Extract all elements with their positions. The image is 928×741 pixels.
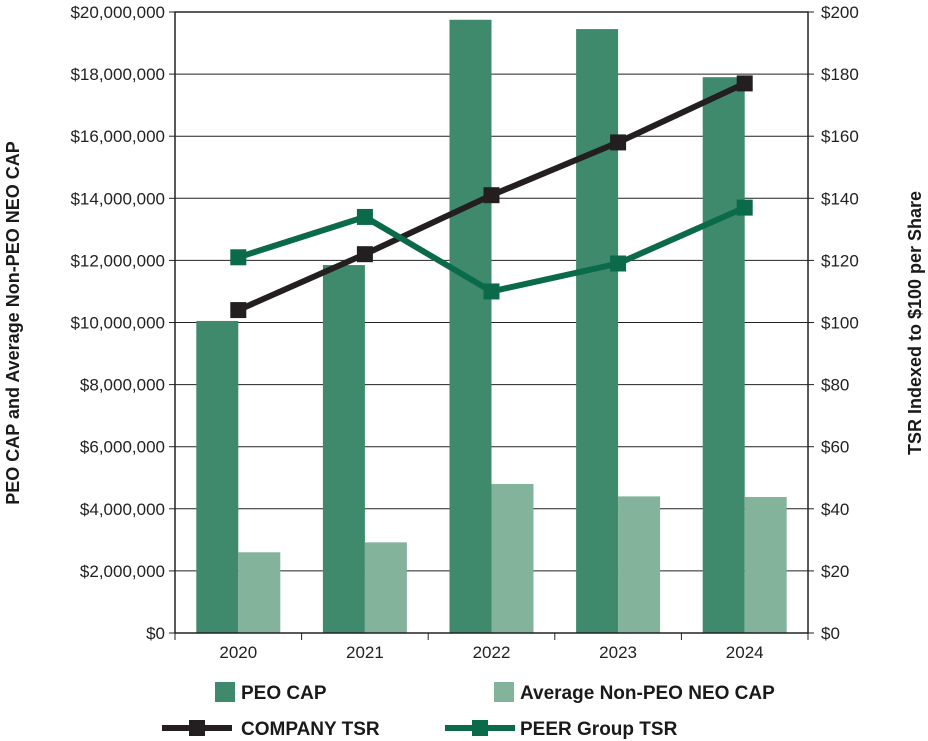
right-tick-label: $80: [821, 376, 849, 395]
legend-label-peer-group-tsr: PEER Group TSR: [520, 719, 678, 740]
bar-peo-cap-2020: [196, 320, 239, 633]
bar-average-non-peo-neo-cap-2021: [364, 542, 407, 633]
bar-average-non-peo-neo-cap-2023: [618, 496, 661, 633]
right-tick-label: $60: [821, 438, 849, 457]
point-peer-group-tsr-2021: [356, 208, 373, 225]
right-axis-ticks: $0 $20 $40 $60 $80 $100 $120 $140 $160 $180 $200: [808, 3, 859, 643]
legend-marker-peer-group-tsr: [472, 720, 488, 736]
point-peer-group-tsr-2024: [736, 199, 753, 216]
right-tick-label: $140: [821, 189, 859, 208]
left-tick-label: $18,000,000: [70, 65, 165, 84]
left-tick-label: $16,000,000: [70, 127, 165, 146]
point-company-tsr-2024: [736, 75, 753, 92]
bar-peo-cap-2021: [322, 265, 365, 633]
bar-average-non-peo-neo-cap-2020: [238, 552, 281, 633]
right-tick-label: $40: [821, 500, 849, 519]
x-tick-label: 2022: [473, 643, 511, 662]
point-peer-group-tsr-2020: [230, 249, 247, 266]
left-tick-label: $8,000,000: [80, 376, 165, 395]
x-axis-ticks: 2020 2021 2022 2023 2024: [174, 633, 809, 662]
left-tick-label: $2,000,000: [80, 562, 165, 581]
left-tick-label: $10,000,000: [70, 314, 165, 333]
right-tick-label: $200: [821, 3, 859, 22]
left-tick-label: $0: [146, 624, 165, 643]
left-tick-label: $6,000,000: [80, 438, 165, 457]
right-tick-label: $120: [821, 251, 859, 270]
right-tick-label: $20: [821, 562, 849, 581]
left-tick-label: $12,000,000: [70, 251, 165, 270]
point-company-tsr-2020: [230, 302, 247, 319]
legend-swatch-avg-non-peo-neo-cap: [494, 682, 514, 702]
point-company-tsr-2021: [356, 246, 373, 263]
right-tick-label: $180: [821, 65, 859, 84]
lines-group: [230, 75, 753, 319]
left-tick-label: $20,000,000: [70, 3, 165, 22]
right-axis-title: TSR Indexed to $100 per Share: [905, 191, 925, 455]
x-tick-label: 2024: [726, 643, 764, 662]
left-axis-title: PEO CAP and Average Non-PEO NEO CAP: [3, 141, 23, 504]
right-tick-label: $0: [821, 624, 840, 643]
left-tick-label: $4,000,000: [80, 500, 165, 519]
x-tick-label: 2023: [599, 643, 637, 662]
legend-label-avg-non-peo-neo-cap: Average Non-PEO NEO CAP: [520, 683, 775, 704]
legend-label-peo-cap: PEO CAP: [241, 683, 327, 704]
x-tick-label: 2020: [219, 643, 257, 662]
x-tick-label: 2021: [346, 643, 384, 662]
bar-average-non-peo-neo-cap-2022: [491, 483, 534, 633]
bar-peo-cap-2023: [576, 29, 619, 633]
right-tick-label: $160: [821, 127, 859, 146]
left-axis-ticks: $0 $2,000,000 $4,000,000 $6,000,000 $8,000,0…: [70, 3, 175, 643]
point-peer-group-tsr-2022: [483, 283, 500, 300]
bars-group: [196, 19, 787, 633]
legend-swatch-peo-cap: [215, 682, 235, 702]
point-company-tsr-2023: [610, 134, 627, 151]
point-peer-group-tsr-2023: [610, 255, 627, 272]
bar-average-non-peo-neo-cap-2024: [744, 497, 787, 633]
legend: PEO CAP Average Non-PEO NEO CAP COMPANY …: [162, 682, 775, 740]
legend-label-company-tsr: COMPANY TSR: [241, 719, 380, 740]
right-tick-label: $100: [821, 314, 859, 333]
bar-peo-cap-2024: [702, 77, 745, 633]
point-company-tsr-2022: [483, 187, 500, 204]
left-tick-label: $14,000,000: [70, 189, 165, 208]
legend-marker-company-tsr: [189, 720, 205, 736]
bar-peo-cap-2022: [449, 19, 492, 633]
